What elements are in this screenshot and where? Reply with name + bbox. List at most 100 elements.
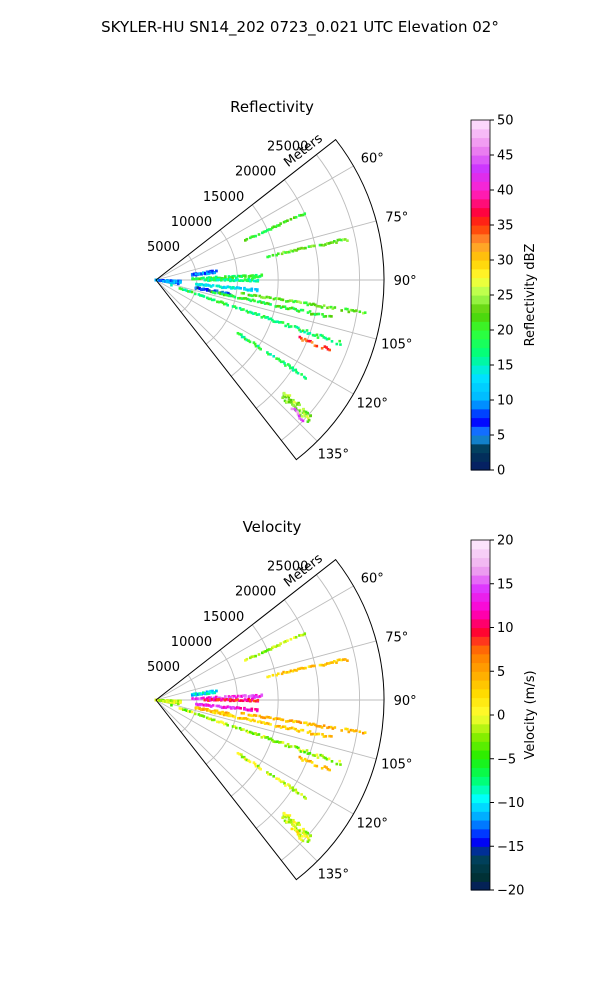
- echo-cell: [320, 306, 324, 309]
- echo-cell: [220, 706, 224, 710]
- echo-cell: [217, 291, 221, 295]
- colorbar-band: [471, 382, 490, 392]
- echo-cell: [169, 701, 173, 704]
- echo-cell: [289, 818, 293, 822]
- echo-cell: [211, 284, 215, 287]
- echo-cell: [284, 784, 287, 787]
- echo-cell: [253, 293, 256, 297]
- echo-cell: [296, 830, 299, 834]
- echo-cell: [309, 665, 313, 668]
- echo-cell: [235, 276, 238, 280]
- echo-cell: [236, 278, 240, 282]
- echo-cell: [242, 717, 246, 720]
- echo-cell: [213, 711, 217, 715]
- echo-cell: [293, 827, 296, 831]
- echo-cell: [287, 815, 290, 819]
- echo-cell: [249, 719, 253, 723]
- echo-cell: [336, 238, 340, 242]
- range-ring: [255, 599, 320, 829]
- echo-cell: [231, 276, 234, 279]
- figure-title: SKYLER-HU SN14_202 0723_0.021 UTC Elevat…: [101, 18, 499, 37]
- echo-cell: [227, 695, 231, 698]
- echo-cell: [235, 726, 238, 730]
- colorbar-band: [471, 286, 490, 296]
- echo-cell: [331, 307, 335, 310]
- echo-cell: [291, 669, 295, 673]
- echo-cell: [290, 726, 294, 730]
- echo-cell: [269, 716, 272, 720]
- echo-cell: [183, 708, 187, 712]
- echo-cell: [208, 284, 211, 287]
- echo-cell: [205, 709, 209, 712]
- echo-cell: [256, 279, 260, 282]
- echo-cell: [191, 694, 194, 697]
- echo-cell: [275, 777, 278, 780]
- echo-cell: [344, 307, 347, 311]
- echo-cell: [247, 696, 251, 699]
- echo-cell: [254, 344, 258, 348]
- echo-cell: [229, 276, 233, 279]
- echo-cell: [202, 715, 206, 718]
- echo-cell: [310, 732, 313, 736]
- echo-cell: [322, 315, 326, 318]
- echo-cell: [291, 789, 295, 792]
- colorbar-band: [471, 373, 490, 384]
- echo-cell: [343, 238, 347, 241]
- echo-cell: [281, 816, 284, 820]
- echo-cell: [295, 309, 299, 312]
- echo-cell: [247, 293, 251, 297]
- echo-cell: [317, 732, 321, 736]
- reflectivity-panel: Reflectivity500010000150002000025000Mete…: [147, 98, 538, 479]
- echo-cell: [229, 699, 232, 703]
- echo-cell: [187, 710, 190, 713]
- echo-cell: [226, 723, 229, 727]
- echo-cell: [207, 279, 210, 282]
- echo-cell: [296, 410, 299, 414]
- echo-cell: [324, 663, 327, 666]
- echo-cell: [325, 757, 329, 761]
- echo-cell: [306, 417, 310, 420]
- range-tick-label: 20000: [235, 585, 276, 600]
- echo-cell: [329, 661, 333, 665]
- echo-cell: [228, 285, 231, 289]
- echo-cell: [283, 399, 287, 403]
- echo-cell: [248, 236, 252, 240]
- echo-cell: [246, 311, 250, 314]
- colorbar-tick-label: 10: [497, 621, 514, 636]
- azimuth-gridline: [155, 699, 377, 760]
- echo-cell: [167, 279, 171, 283]
- echo-cell: [286, 307, 290, 311]
- echo-cell: [287, 325, 291, 329]
- echo-cell: [231, 305, 235, 308]
- echo-cell: [268, 255, 271, 258]
- echo-cell: [331, 727, 335, 730]
- echo-cell: [260, 295, 263, 299]
- echo-cell: [346, 307, 349, 311]
- echo-cell: [265, 721, 269, 725]
- echo-cell: [271, 226, 274, 230]
- echo-cell: [205, 690, 209, 694]
- colorbar-band: [471, 566, 490, 576]
- colorbar-band: [471, 618, 490, 629]
- echo-cell: [244, 297, 248, 300]
- echo-cell: [315, 344, 319, 348]
- echo-cell: [355, 729, 358, 732]
- echo-cell: [282, 640, 286, 644]
- echo-cell: [308, 752, 312, 755]
- colorbar-band: [471, 163, 490, 174]
- echo-cell: [158, 279, 162, 282]
- echo-cell: [310, 723, 313, 726]
- colorbar: −20 −15 −10 −5 0 5 10 15 20 Velocity (m/s): [470, 534, 538, 899]
- colorbar-band: [471, 242, 490, 252]
- echo-cell: [249, 294, 252, 297]
- colorbar-band: [471, 706, 490, 716]
- echo-cell: [267, 722, 271, 726]
- echo-cell: [335, 762, 339, 766]
- echo-region: [240, 291, 367, 315]
- echo-cell: [292, 824, 296, 827]
- echo-cell: [211, 271, 215, 274]
- colorbar-band: [471, 855, 490, 865]
- echo-cell: [255, 733, 259, 736]
- echo-cell: [254, 234, 257, 238]
- colorbar-band: [471, 347, 490, 357]
